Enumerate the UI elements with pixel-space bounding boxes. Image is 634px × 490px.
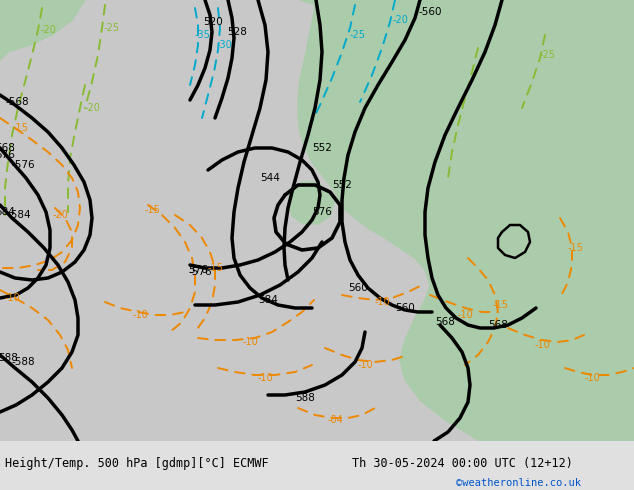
Text: -15: -15 [144,205,160,215]
Polygon shape [335,0,634,441]
Text: -30: -30 [216,40,232,50]
Text: -15: -15 [207,263,223,273]
Text: -10: -10 [257,373,273,383]
Text: -25: -25 [540,50,556,60]
Text: -15: -15 [492,300,508,310]
Text: 560: 560 [348,283,368,293]
Text: 576: 576 [312,207,332,217]
Text: -25: -25 [104,23,120,33]
Text: 560: 560 [395,303,415,313]
Text: 520: 520 [203,17,223,27]
Polygon shape [298,0,634,210]
Text: -04: -04 [327,415,343,425]
Text: -10: -10 [132,310,148,320]
Text: Height/Temp. 500 hPa [gdmp][°C] ECMWF: Height/Temp. 500 hPa [gdmp][°C] ECMWF [5,457,269,469]
Text: -10: -10 [534,340,550,350]
Text: Th 30-05-2024 00:00 UTC (12+12): Th 30-05-2024 00:00 UTC (12+12) [352,457,573,469]
Text: 588: 588 [295,393,315,403]
Text: -20: -20 [84,103,100,113]
Text: -560: -560 [418,7,442,17]
Text: 552: 552 [312,143,332,153]
Text: -584: -584 [8,210,32,220]
Polygon shape [0,0,85,60]
Text: -10: -10 [374,297,390,307]
Text: -576: -576 [12,160,36,170]
Text: -20: -20 [52,210,68,220]
Text: 528: 528 [227,27,247,37]
Text: 568: 568 [488,320,508,330]
Polygon shape [598,155,634,200]
Text: 568: 568 [435,317,455,327]
Text: 544: 544 [260,173,280,183]
Text: -10: -10 [242,337,258,347]
Polygon shape [288,182,334,224]
Text: -10: -10 [457,310,473,320]
Text: -35: -35 [194,30,210,40]
Text: -20: -20 [40,25,56,35]
Text: -576: -576 [188,267,212,277]
Text: 568: 568 [0,143,15,153]
Text: -25: -25 [350,30,366,40]
Text: 588: 588 [0,353,18,363]
Text: 552: 552 [332,180,352,190]
Text: -10: -10 [4,293,20,303]
Text: -588: -588 [12,357,36,367]
Text: 584: 584 [258,295,278,305]
Text: 584: 584 [0,207,15,217]
Text: -568: -568 [5,97,29,107]
Text: 576: 576 [188,265,208,275]
Text: -15: -15 [567,243,583,253]
Text: ©weatheronline.co.uk: ©weatheronline.co.uk [456,478,581,488]
Text: -10: -10 [584,373,600,383]
Text: -10: -10 [357,360,373,370]
Text: 576: 576 [0,150,15,160]
Text: -15: -15 [12,123,28,133]
Text: -20: -20 [392,15,408,25]
